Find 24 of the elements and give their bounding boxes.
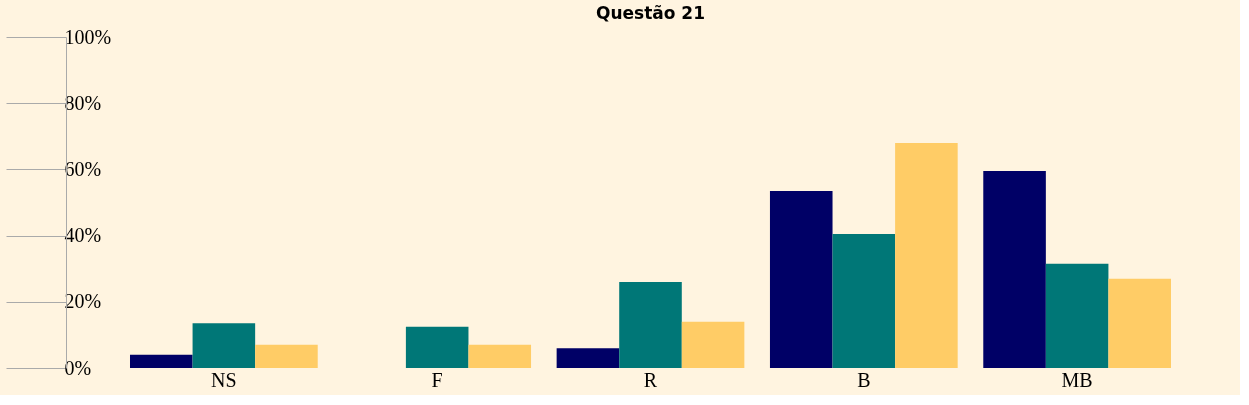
bar xyxy=(619,281,682,368)
x-tick-label: MB xyxy=(1061,368,1093,391)
bar xyxy=(983,171,1046,368)
x-tick-label: B xyxy=(857,368,871,391)
bar xyxy=(255,344,318,368)
bar xyxy=(681,321,745,368)
bar xyxy=(556,348,620,368)
x-tick-label: NS xyxy=(211,368,237,391)
bar xyxy=(769,190,833,368)
x-tick-label: R xyxy=(643,368,658,391)
y-tick-label: 0% xyxy=(64,356,92,379)
bar xyxy=(895,142,958,368)
bar xyxy=(832,233,896,368)
y-tick-label: 100% xyxy=(64,25,112,48)
y-tick-label: 40% xyxy=(64,224,102,247)
bar xyxy=(1108,278,1171,368)
bar xyxy=(1045,263,1109,368)
chart-title: Questão 21 xyxy=(595,3,706,23)
bar xyxy=(405,326,469,368)
x-tick-label: F xyxy=(431,368,443,391)
bar xyxy=(468,344,532,368)
bar xyxy=(192,323,256,368)
y-tick-label: 20% xyxy=(64,290,102,313)
bar xyxy=(130,354,193,368)
